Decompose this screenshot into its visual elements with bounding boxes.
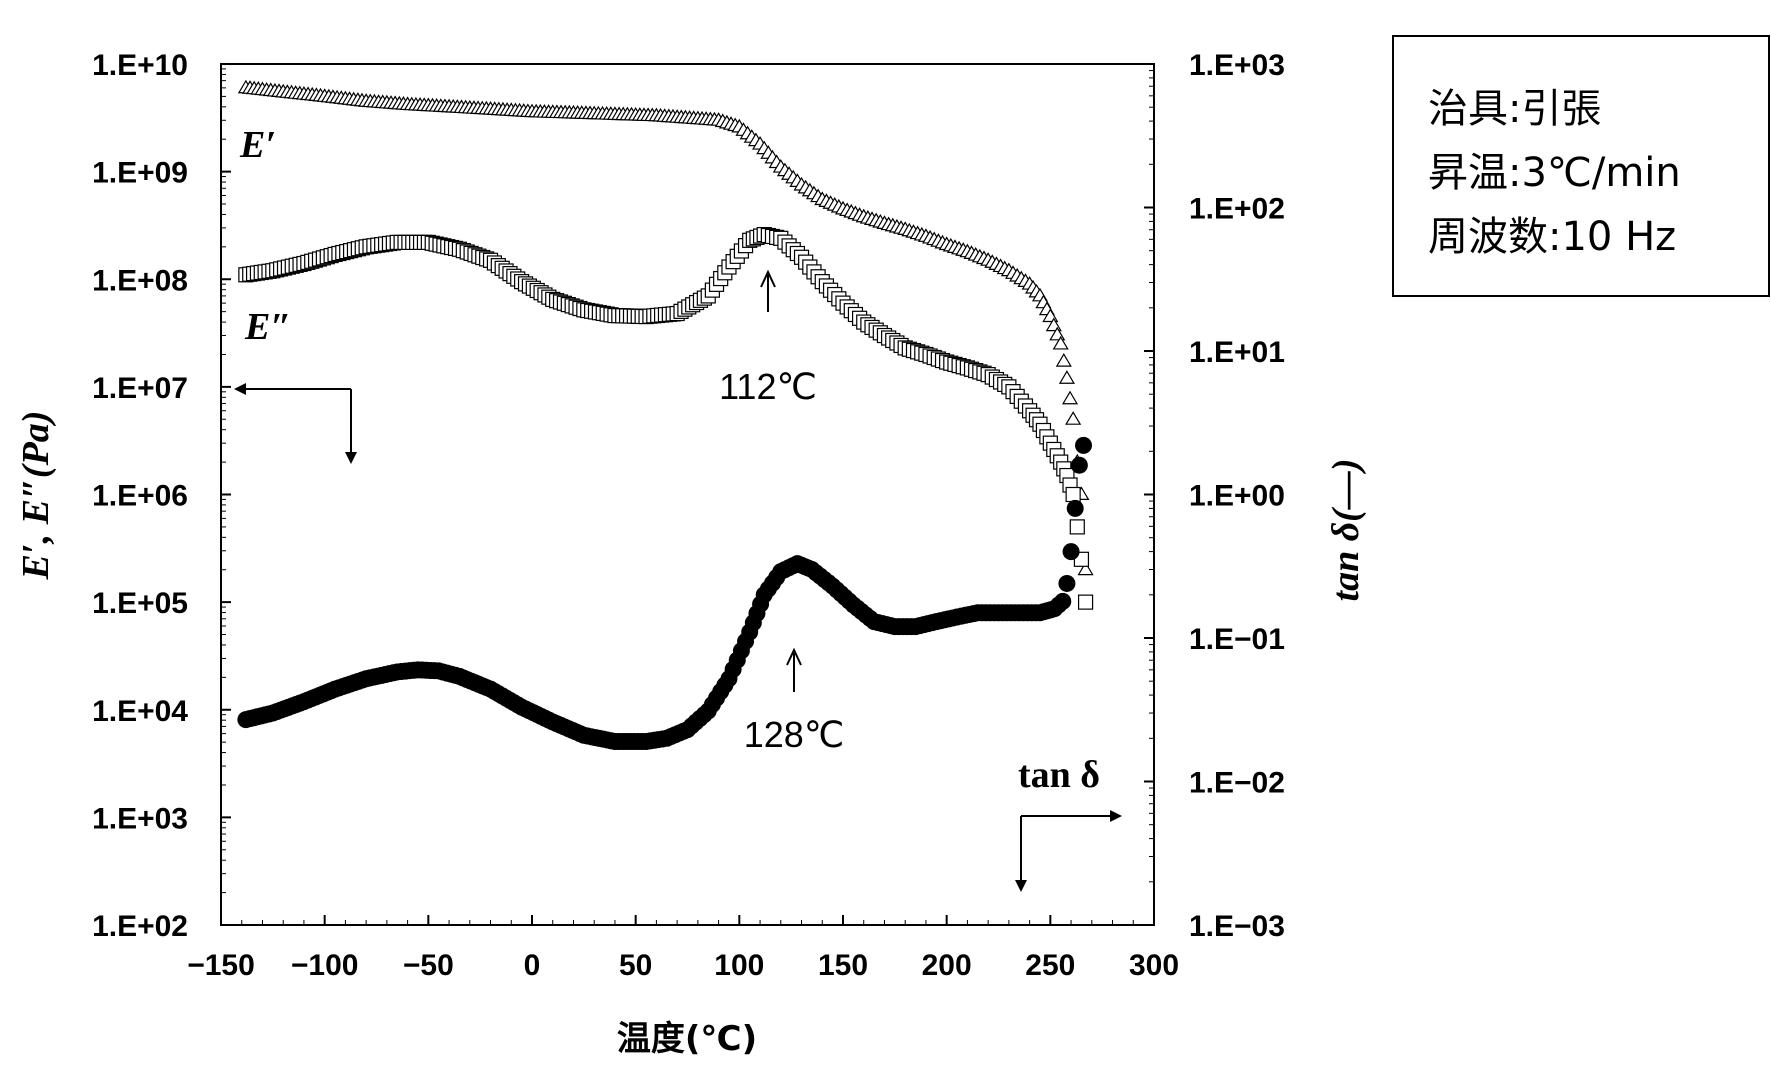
left-y-tick-label: 1.E+04 (92, 695, 188, 728)
square-marker (1069, 519, 1085, 535)
fixture-condition: 治具:引張 (1428, 86, 1602, 132)
triangle-marker (1052, 335, 1069, 350)
x-tick-label: −150 (187, 949, 255, 982)
square-marker (1077, 594, 1094, 610)
annotation-128-label: 128℃ (744, 714, 845, 755)
series-label-e-prime: E′ (239, 124, 276, 166)
triangle-marker (1065, 411, 1082, 425)
right-y-tick-label: 1.E+01 (1189, 336, 1285, 369)
x-tick-label: 250 (1025, 949, 1075, 982)
test-conditions-box: 治具:引張 昇温:3℃/min 周波数:10 Hz (1392, 35, 1770, 297)
right-y-tick-label: 1.E+03 (1189, 49, 1285, 82)
x-tick-label: 0 (524, 949, 541, 982)
x-tick-label: 300 (1129, 949, 1179, 982)
circle-marker (1062, 543, 1080, 561)
right-y-axis-title: tan δ(—) (1325, 459, 1367, 602)
right-y-tick-label: 1.E−02 (1189, 767, 1285, 800)
x-tick-label: 50 (619, 949, 652, 982)
left-y-tick-label: 1.E+03 (92, 802, 188, 835)
right-axis-pointer-arrow (1015, 810, 1122, 892)
square-marker (1065, 486, 1081, 503)
triangle-marker (1061, 390, 1079, 405)
series-e-prime (237, 79, 1094, 576)
x-tick-label: −100 (291, 949, 359, 982)
series-tan-delta (237, 436, 1093, 750)
left-y-tick-label: 1.E+05 (92, 587, 188, 620)
series-e-double-prime (238, 226, 1094, 610)
minor-ticks (221, 68, 1154, 925)
right-y-axis: 1.E−03 1.E−02 1.E−01 1.E+00 1.E+01 1.E+02 1.E+… (1144, 49, 1285, 943)
series-label-tan-delta: tan δ (1018, 754, 1100, 796)
left-y-tick-label: 1.E+06 (92, 480, 188, 513)
left-y-tick-label: 1.E+09 (92, 157, 188, 190)
right-y-tick-label: 1.E−01 (1189, 623, 1285, 656)
annotation-112: 112℃ (719, 269, 817, 407)
left-y-tick-label: 1.E+10 (92, 49, 188, 82)
right-y-tick-label: 1.E−03 (1189, 910, 1285, 943)
left-y-axis-title: E′, E″(Pa) (15, 411, 57, 581)
right-y-tick-label: 1.E+02 (1189, 193, 1285, 226)
x-tick-label: 100 (714, 949, 764, 982)
x-axis: −150 −100 −50 0 50 100 150 200 250 300 (187, 915, 1179, 982)
x-tick-label: 150 (818, 949, 868, 982)
series-layer (237, 79, 1094, 750)
left-axis-pointer-arrow (234, 383, 357, 464)
series-label-e-double-prime: E″ (244, 306, 291, 348)
frequency-condition: 周波数:10 Hz (1428, 214, 1677, 260)
left-y-tick-label: 1.E+02 (92, 910, 188, 943)
annotation-128: 128℃ (744, 647, 845, 755)
x-tick-label: 200 (922, 949, 972, 982)
triangle-marker (1077, 561, 1094, 576)
left-y-tick-label: 1.E+07 (92, 372, 188, 405)
right-y-tick-label: 1.E+00 (1189, 480, 1285, 513)
plot-frame (220, 63, 1155, 926)
circle-marker (1070, 456, 1088, 474)
left-y-axis: 1.E+02 1.E+03 1.E+04 1.E+05 1.E+06 1.E+07 1.E+… (92, 49, 231, 943)
circle-marker (1054, 592, 1072, 610)
triangle-marker (1055, 353, 1072, 367)
left-y-tick-label: 1.E+08 (92, 264, 188, 297)
heating-rate-condition: 昇温:3℃/min (1428, 150, 1681, 196)
circle-marker (1058, 574, 1076, 592)
x-axis-title: 温度(℃) (617, 1019, 757, 1059)
x-tick-label: −50 (403, 949, 454, 982)
triangle-marker (1058, 370, 1075, 384)
circle-marker (1075, 436, 1093, 454)
annotation-112-label: 112℃ (719, 366, 817, 407)
circle-marker (1066, 499, 1084, 517)
